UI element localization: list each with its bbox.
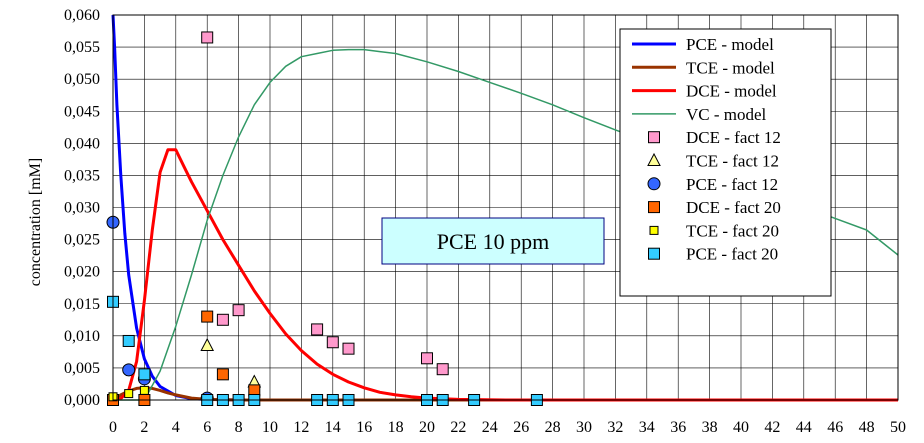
pce-fact-20-point	[138, 368, 151, 381]
legend-label: TCE - fact 12	[686, 152, 779, 171]
x-tick-label: 42	[764, 419, 780, 436]
y-tick-label: 0,005	[64, 360, 100, 377]
legend-entry-tce-model: TCE - model	[632, 58, 775, 77]
legend-label: TCE - model	[686, 58, 775, 77]
dce-fact-12-point	[232, 304, 245, 317]
legend-label: PCE - fact 12	[686, 175, 778, 194]
annotation-background	[381, 217, 605, 265]
legend-entry-dce-model: DCE - model	[632, 82, 777, 101]
dce-fact-20-point	[216, 368, 229, 381]
legend-entry-tce-fact-20: TCE - fact 20	[649, 221, 779, 240]
legend-label: PCE - fact 20	[686, 245, 778, 264]
dce-fact-12-point	[326, 336, 339, 349]
y-tick-label: 0,050	[64, 71, 100, 88]
dce-fact-12-point	[421, 352, 433, 365]
tce-fact-12-point	[200, 337, 215, 351]
legend-label: DCE - model	[686, 82, 777, 101]
y-axis-label: concentration [mM]	[27, 158, 44, 286]
x-tick-label: 6	[203, 419, 211, 436]
x-tick-label: 38	[702, 419, 718, 436]
dce-fact-20-point	[201, 310, 214, 323]
legend-swatch	[649, 225, 659, 235]
dce-fact-12-point	[436, 363, 449, 376]
dce-fact-12-point	[311, 323, 324, 336]
x-tick-label: 24	[482, 419, 498, 436]
legend-label: VC - model	[686, 105, 767, 124]
x-tick-label: 10	[262, 419, 278, 436]
x-tick-label: 4	[172, 419, 180, 436]
x-tick-label: 22	[450, 419, 466, 436]
legend-entry-dce-fact-20: DCE - fact 20	[648, 198, 781, 217]
x-tick-label: 20	[419, 419, 435, 436]
y-tick-label: 0,060	[64, 7, 100, 24]
legend-entry-vc-model: VC - model	[632, 105, 767, 124]
x-tick-label: 48	[859, 419, 875, 436]
legend-entry-dce-fact-12: DCE - fact 12	[648, 128, 781, 147]
x-tick-label: 8	[235, 419, 243, 436]
legend-swatch	[648, 247, 660, 260]
tce-fact-20-point	[124, 389, 134, 399]
plot-area-frame	[112, 14, 899, 401]
x-tick-label: 32	[607, 419, 623, 436]
axis-ticks: 0 2 4 6 8 10 12 14 16 18 20 22 24 26 28 30 32 34 36 38 40 42 4…	[64, 7, 906, 436]
x-tick-label: 26	[513, 419, 529, 436]
y-tick-label: 0,020	[64, 264, 100, 281]
dce-fact-12-point	[342, 342, 355, 355]
x-tick-label: 40	[733, 419, 749, 436]
x-tick-label: 12	[293, 419, 309, 436]
x-tick-label: 28	[545, 419, 561, 436]
x-tick-label: 18	[388, 419, 404, 436]
y-tick-label: 0,000	[64, 392, 100, 409]
tce-fact-20-point	[139, 385, 149, 395]
pce-fact-12-point	[122, 363, 136, 377]
x-tick-label: 44	[796, 419, 812, 436]
x-tick-label: 0	[109, 419, 117, 436]
legend-label: DCE - fact 12	[686, 128, 781, 147]
y-tick-label: 0,030	[64, 200, 100, 217]
y-tick-label: 0,010	[64, 328, 100, 345]
y-tick-label: 0,040	[64, 135, 100, 152]
pce-fact-20-point	[122, 334, 135, 347]
legend-swatch	[647, 152, 661, 166]
y-tick-label: 0,055	[64, 39, 100, 56]
legend-label: PCE - model	[686, 35, 774, 54]
legend-label: TCE - fact 20	[686, 221, 779, 240]
legend-swatch	[647, 177, 661, 191]
x-tick-label: 2	[140, 419, 148, 436]
legend-entry-tce-fact-12: TCE - fact 12	[647, 152, 779, 171]
y-tick-label: 0,045	[64, 103, 100, 120]
annotation-box: PCE 10 ppm	[381, 217, 605, 265]
annotation-label: PCE 10 ppm	[437, 229, 549, 254]
dce-fact-12-point	[201, 31, 214, 44]
y-tick-label: 0,015	[64, 296, 100, 313]
dce-fact-12-point	[216, 313, 229, 326]
legend-entry-pce-model: PCE - model	[632, 35, 774, 54]
legend-swatch	[648, 131, 660, 144]
legend: PCE - model TCE - model DCE - model VC - mo…	[619, 28, 832, 297]
legend-swatch	[648, 201, 660, 214]
x-tick-label: 30	[576, 419, 592, 436]
y-tick-label: 0,035	[64, 167, 100, 184]
x-tick-label: 34	[639, 419, 655, 436]
x-tick-label: 36	[670, 419, 686, 436]
legend-entry-pce-fact-20: PCE - fact 20	[648, 245, 778, 264]
x-tick-label: 16	[356, 419, 372, 436]
x-tick-label: 50	[890, 419, 906, 436]
legend-label: DCE - fact 20	[686, 198, 781, 217]
x-tick-label: 46	[827, 419, 843, 436]
y-tick-label: 0,025	[64, 232, 100, 249]
legend-entry-pce-fact-12: PCE - fact 12	[647, 175, 778, 194]
x-tick-label: 14	[325, 419, 341, 436]
tce-model-line	[112, 386, 898, 402]
